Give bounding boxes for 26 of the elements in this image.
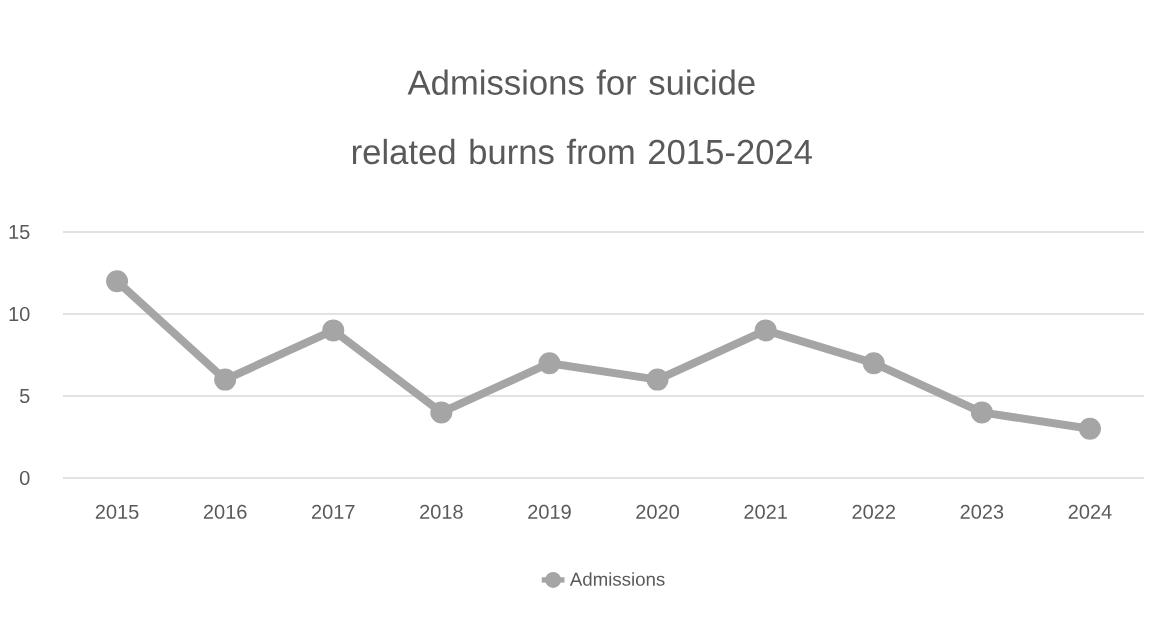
x-tick-label: 2024	[1068, 504, 1112, 519]
point	[970, 401, 993, 424]
point	[754, 319, 777, 342]
y-tick-label: 0	[19, 470, 30, 486]
x-tick-label: 2020	[636, 504, 679, 519]
point	[1078, 417, 1101, 440]
y-tick-label: 5	[19, 389, 30, 403]
point	[646, 368, 669, 391]
x-tick-label: 2021	[744, 504, 787, 519]
point	[430, 401, 453, 424]
x-tick-label: 2022	[852, 504, 895, 519]
legend-label: Admissions	[569, 572, 665, 586]
point	[862, 352, 885, 375]
point	[538, 352, 561, 375]
y-tick-label: 15	[9, 225, 30, 239]
point	[106, 270, 129, 293]
chart-title: Admissions for suicide related burns from 2015-2024	[352, 69, 813, 165]
point	[322, 319, 345, 342]
x-tick-label: 2016	[203, 504, 247, 519]
x-tick-label: 2019	[528, 504, 571, 519]
x-tick-label: 2023	[960, 504, 1004, 519]
point	[214, 368, 237, 391]
y-tick-label: 10	[9, 306, 30, 322]
x-tick-label: 2018	[420, 504, 463, 519]
x-tick-label: 2015	[95, 504, 139, 519]
x-tick-label: 2017	[312, 504, 355, 519]
